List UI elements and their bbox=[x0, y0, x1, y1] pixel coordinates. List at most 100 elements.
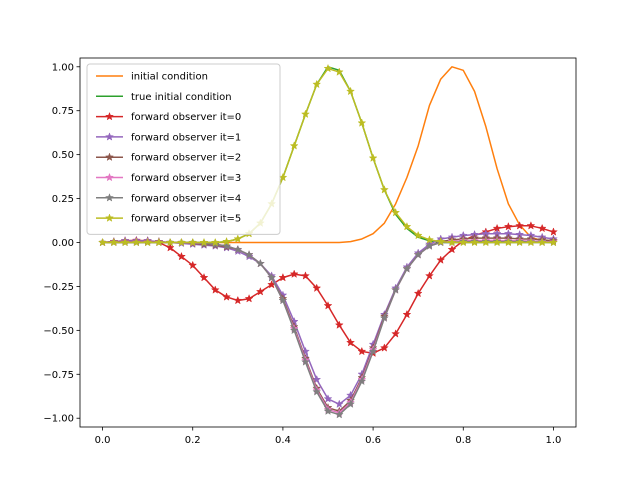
data-point bbox=[357, 118, 367, 127]
data-point bbox=[447, 244, 457, 254]
data-point bbox=[458, 237, 468, 247]
legend-entry: initial condition bbox=[96, 72, 208, 83]
data-point bbox=[165, 243, 175, 252]
data-point bbox=[515, 237, 525, 247]
data-point bbox=[447, 237, 457, 247]
data-point bbox=[300, 271, 310, 280]
data-point bbox=[222, 241, 232, 250]
data-point bbox=[548, 237, 558, 247]
x-tick-label: 1.0 bbox=[546, 435, 562, 446]
y-tick-label: 0.50 bbox=[52, 150, 74, 161]
data-point bbox=[346, 399, 356, 408]
x-tick-label: 0.0 bbox=[95, 435, 111, 446]
data-point bbox=[492, 237, 502, 247]
data-point bbox=[255, 258, 265, 268]
data-point bbox=[300, 109, 310, 119]
data-point bbox=[424, 235, 434, 244]
data-point bbox=[278, 295, 288, 305]
data-point bbox=[368, 153, 378, 162]
legend-entry: forward observer it=3 bbox=[96, 172, 241, 184]
data-point bbox=[323, 63, 333, 73]
data-point bbox=[233, 234, 243, 243]
legend-label: forward observer it=0 bbox=[131, 112, 241, 123]
data-point bbox=[244, 250, 254, 259]
data-point bbox=[312, 374, 322, 384]
data-point bbox=[334, 399, 344, 408]
y-tick-label: −0.25 bbox=[43, 282, 74, 293]
data-point bbox=[515, 221, 525, 230]
data-point bbox=[413, 250, 423, 259]
data-point bbox=[436, 255, 446, 264]
data-point bbox=[503, 221, 513, 231]
y-tick-label: 1.00 bbox=[52, 62, 74, 73]
data-point bbox=[402, 264, 412, 273]
data-point bbox=[278, 272, 288, 282]
data-point bbox=[379, 185, 389, 194]
legend-entry: forward observer it=5 bbox=[96, 213, 241, 225]
y-tick-label: −1.00 bbox=[43, 414, 74, 425]
data-point bbox=[548, 227, 558, 236]
data-point bbox=[424, 271, 434, 280]
data-point bbox=[289, 325, 299, 335]
data-point bbox=[357, 376, 367, 386]
data-point bbox=[176, 237, 186, 247]
legend-marker bbox=[105, 172, 114, 182]
legend-marker bbox=[105, 132, 114, 141]
legend-label: forward observer it=5 bbox=[131, 214, 241, 225]
legend-entry: forward observer it=0 bbox=[96, 111, 241, 123]
legend: initial condition true initial condition f… bbox=[86, 63, 281, 235]
data-point bbox=[131, 237, 141, 247]
legend-entry: forward observer it=2 bbox=[96, 152, 241, 164]
data-point bbox=[267, 272, 277, 282]
legend-label: forward observer it=4 bbox=[131, 193, 241, 204]
x-tick-label: 0.2 bbox=[185, 435, 201, 446]
legend-entry: true initial condition bbox=[96, 92, 232, 103]
data-point bbox=[379, 313, 389, 322]
y-tick-label: 0.75 bbox=[52, 106, 74, 117]
data-point bbox=[346, 337, 356, 347]
legend-marker bbox=[105, 193, 114, 202]
data-point bbox=[312, 387, 322, 396]
y-tick-label: 0.25 bbox=[52, 194, 74, 205]
data-point bbox=[165, 237, 175, 247]
data-point bbox=[300, 357, 310, 366]
y-tick-label: 0.00 bbox=[52, 238, 74, 249]
data-point bbox=[188, 260, 198, 270]
y-tick-label: −0.75 bbox=[43, 370, 74, 381]
data-point bbox=[402, 309, 412, 319]
legend-label: initial condition bbox=[131, 72, 208, 83]
data-point bbox=[222, 292, 232, 301]
data-point bbox=[346, 86, 356, 96]
data-point bbox=[244, 294, 254, 303]
legend-marker bbox=[105, 213, 114, 222]
data-point bbox=[255, 286, 265, 296]
plot-area bbox=[98, 63, 558, 419]
data-point bbox=[323, 301, 333, 310]
data-point bbox=[368, 346, 378, 356]
axes: 0.0 0.2 0.4 0.6 0.8 1.0 1.00 0.75 0.50 0.25 0.00 −0… bbox=[43, 57, 577, 446]
legend-marker bbox=[105, 152, 114, 162]
data-point bbox=[526, 221, 536, 230]
data-point bbox=[334, 320, 344, 329]
data-point bbox=[233, 244, 243, 254]
data-point bbox=[334, 409, 344, 419]
data-point bbox=[109, 237, 119, 247]
data-point bbox=[436, 236, 446, 246]
data-point bbox=[222, 236, 232, 246]
data-point bbox=[537, 223, 547, 233]
legend-label: true initial condition bbox=[131, 92, 232, 103]
legend-entry: forward observer it=1 bbox=[96, 132, 241, 143]
y-tick-label: −0.50 bbox=[43, 326, 74, 337]
data-point bbox=[379, 343, 389, 352]
data-point bbox=[402, 221, 412, 231]
legend-box bbox=[86, 63, 281, 235]
data-point bbox=[391, 329, 401, 338]
data-point bbox=[210, 237, 220, 247]
data-point bbox=[537, 237, 547, 247]
data-point bbox=[176, 251, 186, 261]
data-point bbox=[143, 237, 153, 247]
data-point bbox=[312, 283, 322, 292]
data-point bbox=[199, 272, 209, 282]
data-point bbox=[413, 230, 423, 240]
